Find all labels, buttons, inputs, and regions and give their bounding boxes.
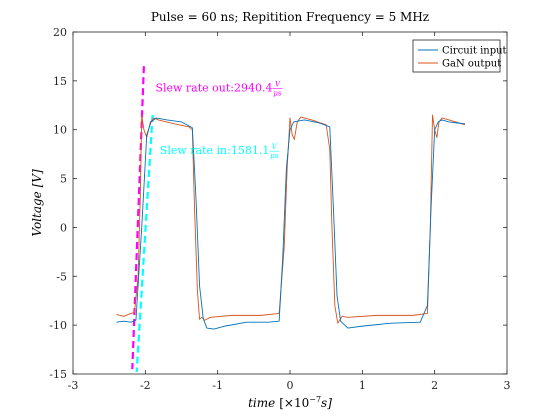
x-tick-label: -1 [212, 379, 223, 392]
y-tick-label: 15 [53, 75, 67, 88]
plot-background [73, 32, 507, 374]
legend-entry: GaN output [442, 59, 501, 70]
y-tick-label: -15 [49, 368, 67, 381]
slew-line-1 [135, 114, 154, 373]
series-line-circuit-input [116, 117, 466, 330]
x-axis-label: time [×10−7s] [248, 395, 332, 410]
x-tick-label: -3 [68, 379, 79, 392]
x-tick-label: 2 [431, 379, 438, 392]
x-tick-label: 0 [287, 379, 294, 392]
x-tick-label: 3 [504, 379, 511, 392]
slew-annotation-frac-num: V [272, 143, 278, 151]
series-layer [116, 114, 466, 330]
slew-annotation-frac-den: μs [273, 90, 282, 98]
y-tick-label: -10 [49, 319, 67, 332]
legend-entry: Circuit input [442, 46, 507, 57]
slew-annotation-frac-num: V [275, 81, 281, 89]
slew-annotation-text: Slew rate out:2940.4 [155, 82, 272, 95]
y-axis-label: Voltage [V] [30, 169, 44, 237]
slew-annotation-1: Slew rate in:1581.1 Vμs [160, 143, 280, 160]
slew-annotation-text: Slew rate in:1581.1 [160, 144, 270, 157]
x-axis-label-exp: −7 [309, 395, 321, 404]
y-tick-label: -5 [56, 270, 67, 283]
y-tick-label: 20 [53, 26, 67, 39]
x-tick-label: 1 [359, 379, 366, 392]
x-axis-label-tail: s] [321, 396, 332, 410]
x-axis-label-unit: [×10 [279, 396, 309, 410]
y-tick-label: 10 [53, 124, 67, 137]
legend: Circuit input GaN output [412, 39, 507, 73]
y-tick-label: 5 [60, 173, 67, 186]
y-tick-label: 0 [60, 221, 67, 234]
series-line-gan-output [116, 114, 466, 324]
x-tick-label: -2 [140, 379, 151, 392]
slew-annotation-0: Slew rate out:2940.4 Vμs [155, 81, 283, 98]
chart-title: Pulse = 60 ns; Repitition Frequency = 5 … [151, 10, 429, 24]
slew-annotation-frac-den: μs [270, 152, 279, 160]
x-axis-label-main: time [248, 396, 275, 410]
legend-box [412, 39, 501, 73]
